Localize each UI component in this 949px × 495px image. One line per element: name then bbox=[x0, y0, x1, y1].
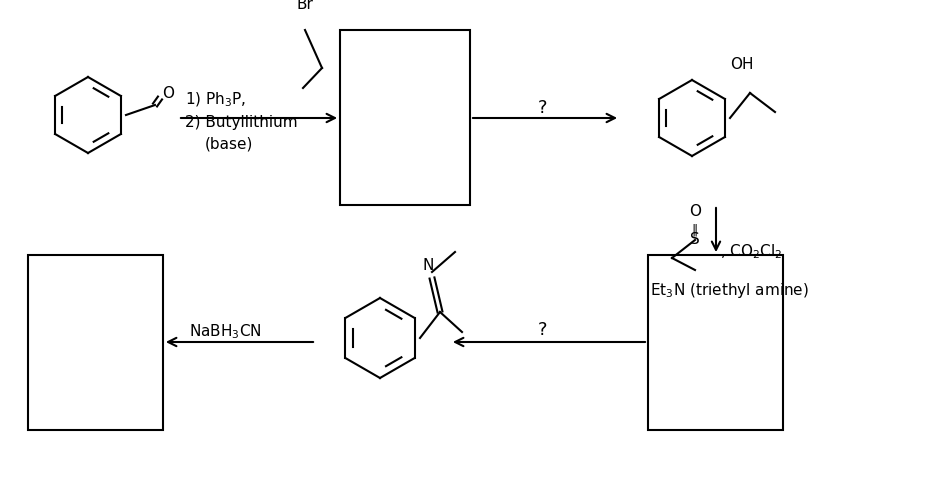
Text: S: S bbox=[690, 233, 699, 248]
Bar bbox=[28, 255, 163, 430]
Bar bbox=[648, 255, 783, 430]
Text: ‖: ‖ bbox=[692, 224, 698, 237]
Text: NaBH$_3$CN: NaBH$_3$CN bbox=[189, 323, 261, 342]
Bar bbox=[340, 30, 470, 205]
Text: OH: OH bbox=[730, 57, 754, 72]
Text: N: N bbox=[422, 257, 434, 273]
Text: 1) Ph$_3$P,: 1) Ph$_3$P, bbox=[185, 91, 247, 109]
Text: Et$_3$N (triethyl amine): Et$_3$N (triethyl amine) bbox=[650, 281, 809, 299]
Text: 2) Butyllithium: 2) Butyllithium bbox=[185, 114, 298, 130]
Text: O: O bbox=[689, 204, 701, 219]
Text: Br: Br bbox=[296, 0, 313, 12]
Text: O: O bbox=[162, 86, 174, 100]
Text: ?: ? bbox=[538, 321, 548, 339]
Text: , CO$_2$Cl$_2$: , CO$_2$Cl$_2$ bbox=[720, 243, 783, 261]
Text: (base): (base) bbox=[205, 137, 253, 151]
Text: ?: ? bbox=[538, 99, 548, 117]
